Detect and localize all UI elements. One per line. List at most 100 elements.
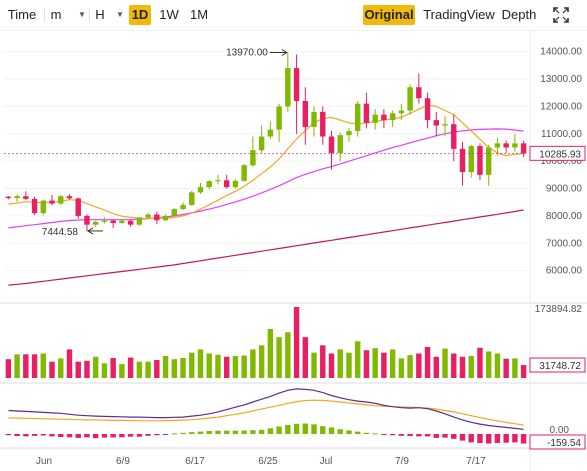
candle-body [302, 100, 309, 127]
volume-bar [180, 357, 186, 378]
volume-bar [512, 358, 518, 378]
macd-histogram-bar [40, 434, 47, 436]
candle-body [485, 147, 492, 175]
minute-interval-button[interactable]: m [50, 7, 62, 22]
macd-histogram-bar [363, 432, 370, 434]
volume-bar [372, 348, 378, 378]
candle-body [337, 135, 343, 153]
current-price-label: 10285.93 [539, 149, 581, 160]
macd-histogram-bar [145, 434, 151, 436]
volume-bar [433, 356, 440, 378]
candle-body [442, 124, 448, 126]
price-tick-label: 11000.00 [541, 129, 582, 140]
macd-histogram-bar [442, 434, 448, 438]
ma-mid-line [8, 128, 524, 229]
candle-body [241, 165, 247, 181]
candle-body [92, 221, 99, 225]
macd-histogram-bar [31, 434, 38, 436]
macd-dea-line [8, 399, 524, 426]
high-annotation-arrowhead [281, 49, 288, 56]
macd-histogram-bar [23, 434, 29, 437]
volume-bar [354, 341, 361, 378]
depth-button[interactable]: Depth [501, 7, 537, 22]
volume-bar [119, 364, 125, 378]
macd-histogram-bar [58, 434, 64, 437]
macd-histogram-bar [136, 434, 143, 437]
volume-bar [232, 355, 239, 378]
macd-histogram-bar [171, 433, 178, 435]
candle-body [520, 143, 527, 154]
price-tick-label: 13000.00 [540, 74, 582, 85]
volume-bar [389, 349, 396, 378]
candle-body [171, 209, 178, 216]
volume-bar [197, 349, 204, 378]
macd-histogram-bar [250, 430, 256, 434]
current-price-tag [529, 145, 586, 161]
volume-bar [477, 347, 483, 378]
volume-bar [75, 361, 81, 378]
candle-body [250, 150, 256, 166]
candle-body [398, 110, 405, 114]
fullscreen-icon[interactable] [550, 5, 572, 25]
macd-histogram-bar [206, 431, 212, 434]
macd-histogram-bar [320, 426, 326, 434]
volume-bar [206, 353, 212, 378]
candle-body [215, 180, 221, 182]
candle-body [58, 196, 64, 204]
candle-body [49, 200, 55, 204]
macd-histogram-bar [66, 434, 73, 438]
candle-body [363, 103, 370, 123]
macd-histogram-bar [485, 434, 492, 444]
macd-histogram-bar [512, 434, 518, 443]
macd-histogram-bar [337, 429, 343, 434]
candle-body [189, 192, 195, 205]
candle-body [459, 148, 466, 173]
candle-body [407, 87, 413, 111]
volume-bar [84, 360, 90, 378]
macd-histogram-bar [75, 434, 81, 438]
macd-histogram-bar [416, 434, 422, 437]
volume-bar [468, 355, 474, 378]
volume-bar [223, 356, 230, 378]
price-tick-label: 9000.00 [546, 184, 583, 195]
candle-body [416, 87, 422, 99]
macd-histogram-bar [197, 431, 204, 434]
volume-bar [127, 357, 134, 378]
macd-histogram-bar [328, 427, 335, 434]
volume-bar [5, 359, 12, 378]
volume-bar [154, 360, 160, 378]
interval-1w-button[interactable]: 1W [159, 7, 179, 22]
volume-bar [485, 351, 492, 378]
macd-histogram-bar [477, 434, 483, 443]
tradingview-button[interactable]: TradingView [423, 7, 495, 22]
candle-body [101, 220, 108, 222]
volume-bar [215, 354, 221, 378]
macd-histogram-bar [154, 434, 160, 436]
volume-bar [503, 358, 509, 378]
volume-bar [58, 358, 64, 378]
hour-dropdown-caret-icon[interactable]: ▼ [116, 10, 124, 19]
macd-histogram-bar [127, 434, 134, 437]
chart-toolbar: Time m ▼ H ▼ 1D 1W 1M Original TradingVi… [0, 0, 587, 30]
volume-bar [416, 353, 422, 378]
volume-bar [451, 353, 457, 378]
interval-1m-button[interactable]: 1M [189, 7, 209, 22]
macd-zero-label: 0.00 [550, 425, 570, 436]
macd-histogram-bar [180, 432, 186, 434]
original-view-button[interactable]: Original [363, 5, 415, 25]
macd-histogram-bar [162, 434, 169, 435]
price-chart[interactable]: 14000.00 13000.00 12000.00 11000.00 10000.00… [0, 30, 587, 471]
candle-body [5, 196, 12, 199]
candle-body [389, 113, 396, 121]
time-button[interactable]: Time [7, 7, 37, 22]
interval-1d-button[interactable]: 1D [129, 5, 151, 25]
volume-bar [328, 353, 335, 378]
volume-bar [363, 350, 370, 378]
price-tick-label: 6000.00 [546, 266, 583, 277]
volume-bar [31, 354, 38, 378]
volume-bar [346, 352, 352, 378]
candle-body [354, 103, 361, 132]
hour-interval-button[interactable]: H [95, 7, 105, 22]
macd-histogram-bar [276, 426, 282, 434]
minute-dropdown-caret-icon[interactable]: ▼ [78, 10, 86, 19]
